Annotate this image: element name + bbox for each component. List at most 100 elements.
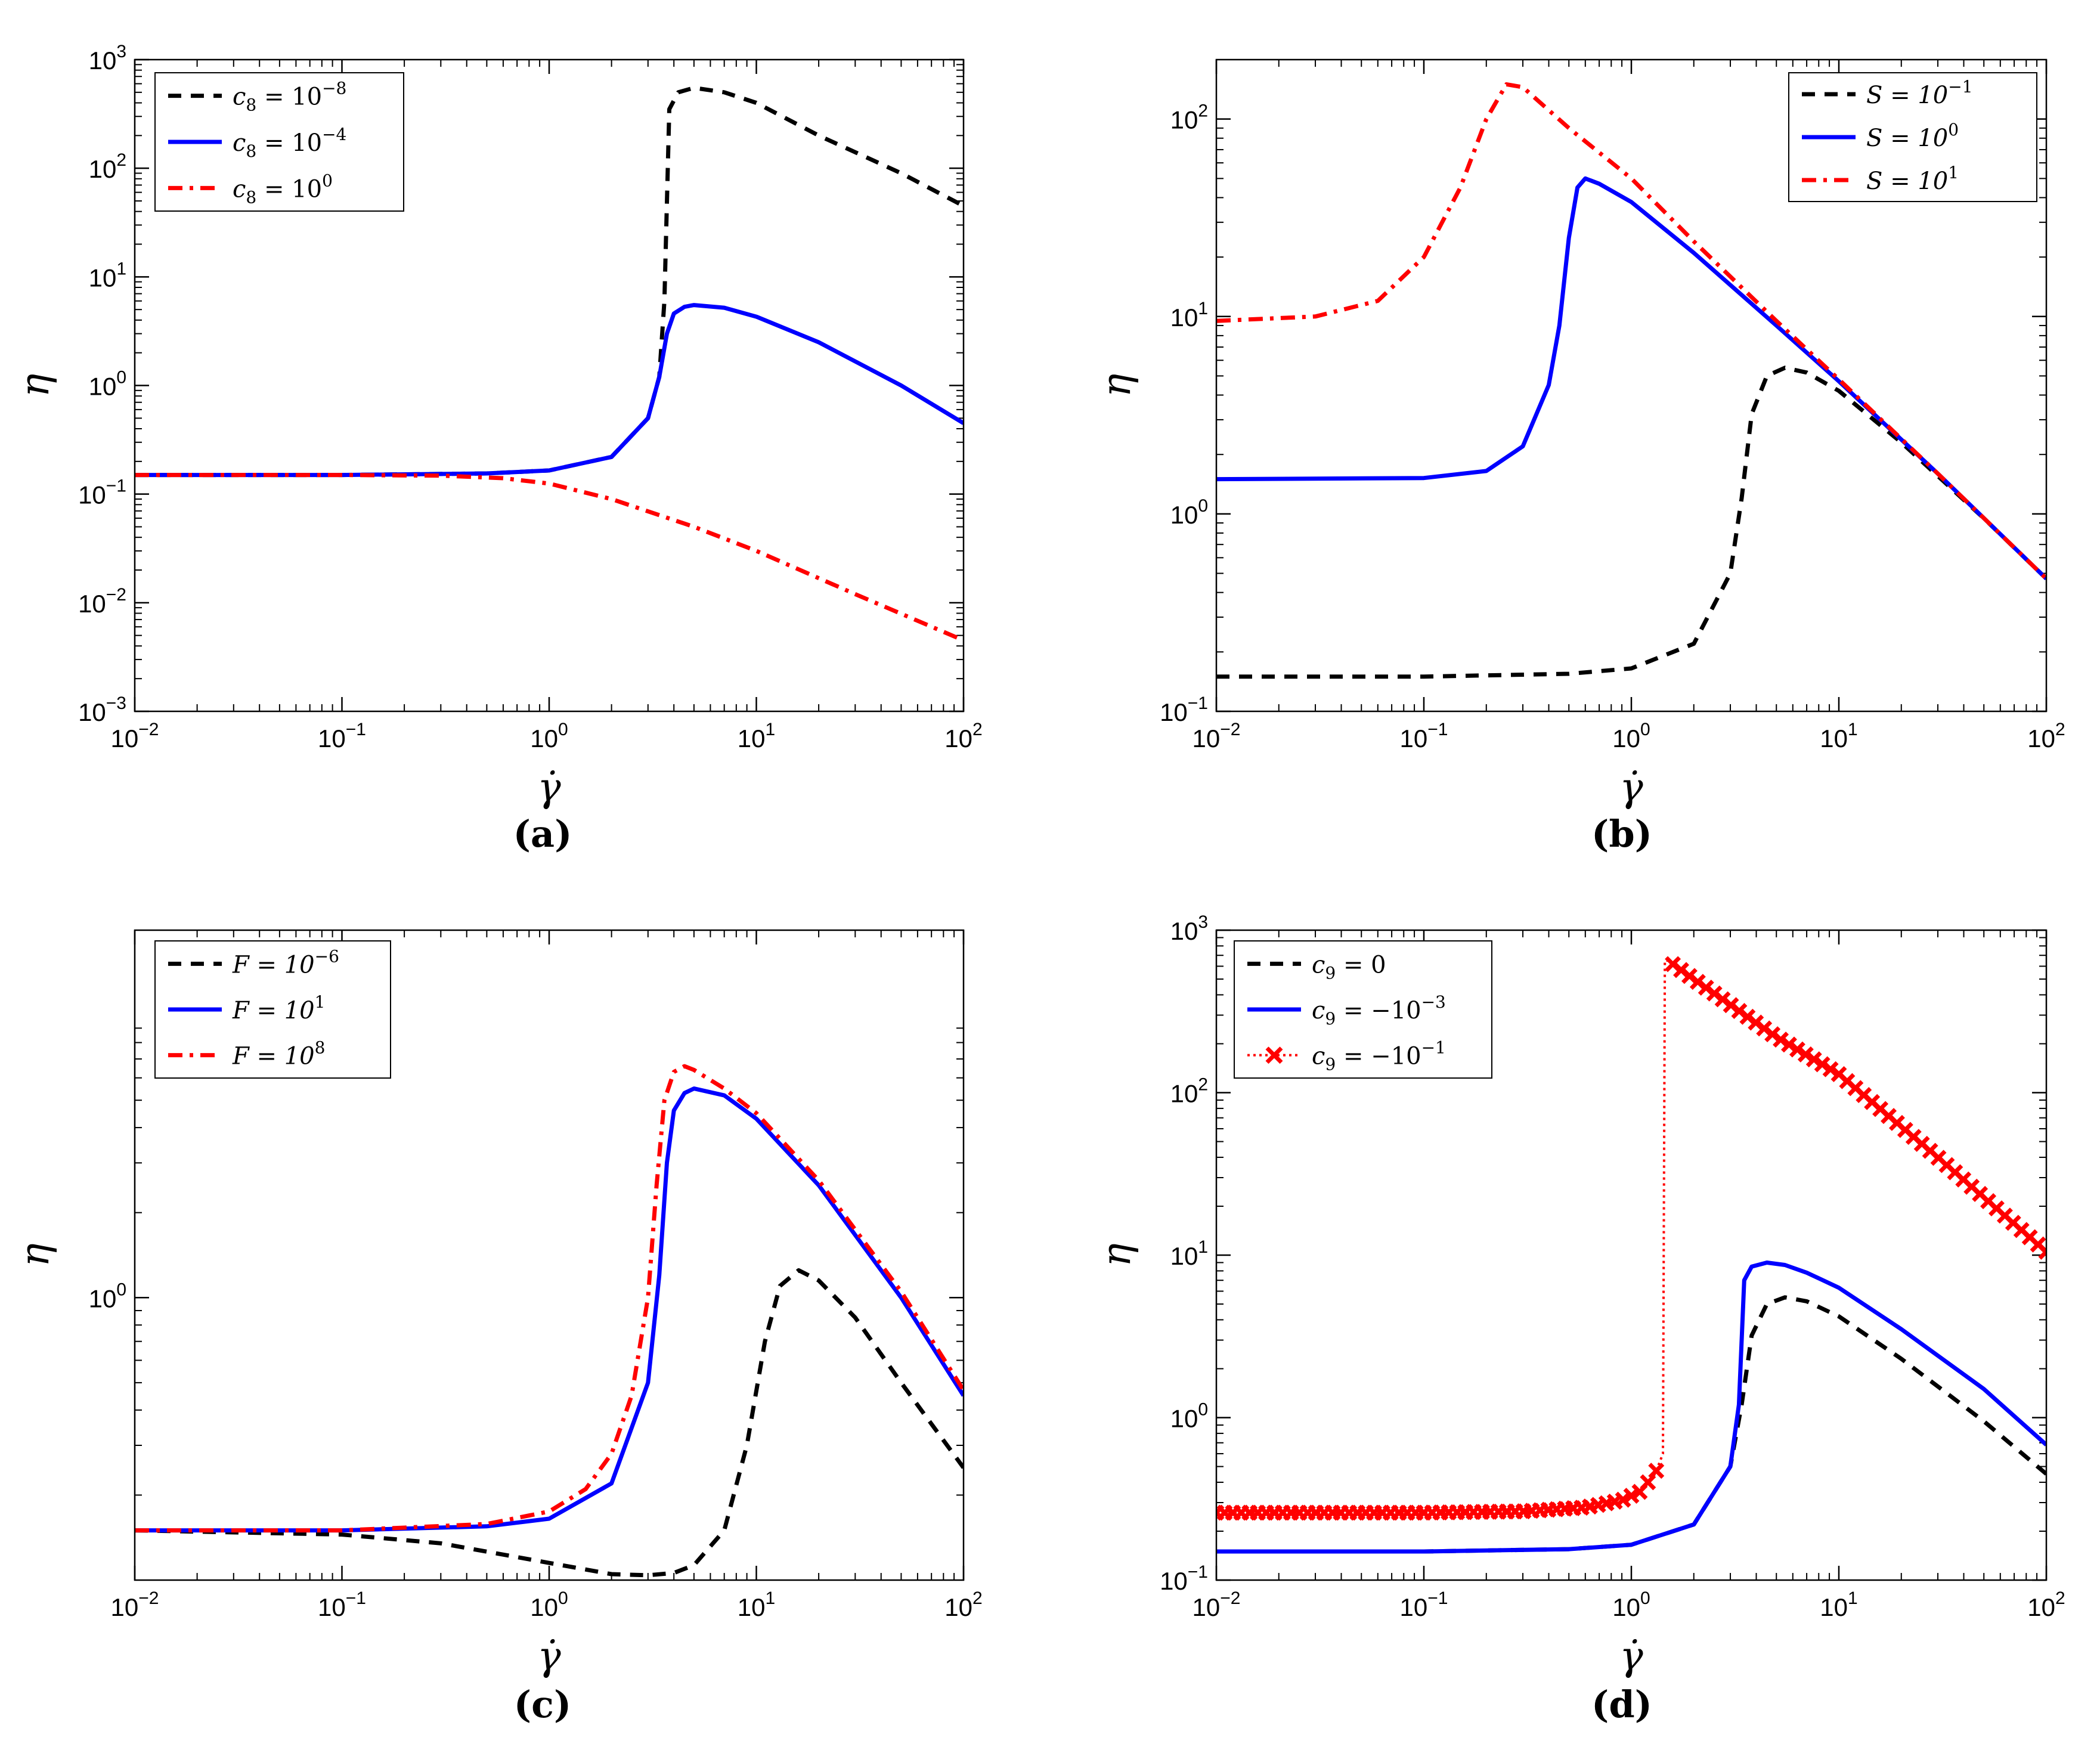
y-tick-label: 100 xyxy=(1170,1400,1208,1433)
tick-exponent: 0 xyxy=(1198,496,1208,516)
tick-base: 10 xyxy=(1160,1567,1188,1595)
tick-base: 10 xyxy=(944,724,972,752)
tick-base: 10 xyxy=(89,264,117,292)
tick-exponent: 0 xyxy=(558,720,568,739)
y-tick-label: 101 xyxy=(1170,1237,1208,1270)
series-line-1 xyxy=(135,1086,964,1533)
legend-equals: F = 10 xyxy=(232,997,315,1024)
x-axis-label: γ̇ xyxy=(1619,764,1643,810)
x-tick-label: 101 xyxy=(1820,1588,1857,1621)
legend-equals: = −10 xyxy=(1336,1043,1421,1070)
legend-subscript: 8 xyxy=(246,95,256,115)
legend-exponent: 1 xyxy=(1948,163,1959,182)
legend-symbol: c xyxy=(233,175,246,203)
y-tick-label: 100 xyxy=(1170,496,1208,529)
minor-ticks xyxy=(135,60,964,711)
series-line-0 xyxy=(1216,366,2046,679)
legend-entry-0: F = 10−6 xyxy=(232,946,339,978)
series-line-1 xyxy=(1216,1261,2046,1554)
legend-entry-1: c8 = 10−4 xyxy=(233,125,346,161)
tick-exponent: −2 xyxy=(1220,720,1240,739)
legend-exponent: −4 xyxy=(322,125,346,144)
legend-marker xyxy=(1265,1046,1283,1064)
y-axis-label: η xyxy=(12,1243,58,1267)
legend-exponent: 1 xyxy=(315,992,326,1012)
data-point-marker xyxy=(1781,1036,1797,1053)
tick-exponent: −1 xyxy=(346,720,366,739)
legend-symbol: c xyxy=(1312,951,1325,978)
x-tick-label: 10−2 xyxy=(111,1588,159,1621)
series-line-1 xyxy=(1216,176,2046,581)
legend-exponent: 0 xyxy=(322,171,333,190)
tick-exponent: 2 xyxy=(972,1588,983,1608)
legend-equals: = 10 xyxy=(256,129,322,157)
tick-base: 10 xyxy=(318,724,346,752)
tick-exponent: 0 xyxy=(1198,1400,1208,1420)
tick-base: 10 xyxy=(318,1593,346,1621)
x-tick-label: 102 xyxy=(944,720,982,752)
data-point-marker xyxy=(1822,1061,1839,1077)
y-tick-label: 100 xyxy=(89,1280,126,1312)
tick-exponent: 2 xyxy=(116,150,126,170)
x-tick-label: 10−2 xyxy=(1193,720,1241,752)
legend-entry-0: c9 = 0 xyxy=(1312,951,1386,983)
tick-base: 10 xyxy=(78,481,106,509)
tick-base: 10 xyxy=(111,1593,139,1621)
data-point-marker xyxy=(1814,1056,1830,1073)
x-tick-label: 101 xyxy=(738,720,775,752)
tick-base: 10 xyxy=(1160,698,1188,726)
x-tick-label: 101 xyxy=(738,1588,775,1621)
data-point-marker xyxy=(2038,1243,2046,1260)
tick-exponent: −2 xyxy=(138,1588,159,1608)
tick-base: 10 xyxy=(89,1284,117,1312)
tick-base: 10 xyxy=(1193,724,1221,752)
tick-base: 10 xyxy=(78,698,106,726)
series-group xyxy=(135,1064,964,1578)
x-tick-label: 101 xyxy=(1820,720,1857,752)
legend-exponent: −1 xyxy=(1421,1038,1446,1058)
legend: c9 = 0c 9 = −10 −3 c9 = −10−1 xyxy=(1234,940,1492,1079)
y-tick-label: 10−2 xyxy=(78,585,126,618)
legend-exponent: 0 xyxy=(1948,120,1959,140)
x-axis-label: γ̇ xyxy=(537,764,561,810)
minor-ticks xyxy=(1216,60,2046,711)
tick-base: 10 xyxy=(944,1593,972,1621)
legend-entry-2: F = 108 xyxy=(232,1038,325,1070)
tick-exponent: 0 xyxy=(116,368,126,388)
legend-subscript: 9 xyxy=(1325,1055,1336,1074)
y-tick-label: 103 xyxy=(1170,912,1208,945)
data-point-marker xyxy=(1648,1463,1665,1479)
tick-base: 10 xyxy=(738,1593,766,1621)
legend-entry-2: c9 = −10−1 xyxy=(1312,1038,1446,1074)
x-tick-label: 100 xyxy=(530,1588,568,1621)
tick-base: 10 xyxy=(1170,917,1198,945)
x-tick-label: 10−1 xyxy=(318,720,366,752)
y-tick-label: 10−3 xyxy=(78,693,126,726)
x-tick-label: 10−2 xyxy=(111,720,159,752)
legend-equals: S = 10 xyxy=(1866,125,1948,152)
x-tick-label: 100 xyxy=(1612,1588,1650,1621)
legend-equals: = 0 xyxy=(1336,951,1386,978)
tick-base: 10 xyxy=(1170,501,1198,529)
tick-base: 10 xyxy=(89,47,117,75)
tick-base: 10 xyxy=(738,724,766,752)
tick-base: 10 xyxy=(89,155,117,183)
tick-exponent: −1 xyxy=(1188,693,1208,713)
tick-base: 10 xyxy=(1170,303,1198,332)
y-tick-label: 101 xyxy=(89,259,126,292)
tick-base: 10 xyxy=(89,373,117,401)
tick-base: 10 xyxy=(530,1593,558,1621)
minor-ticks xyxy=(135,930,964,1580)
legend-entry-2: c8 = 100 xyxy=(233,171,333,207)
legend-entry-0: c8 = 10−8 xyxy=(233,79,346,115)
series-line-2 xyxy=(1216,959,2046,1514)
tick-base: 10 xyxy=(530,724,558,752)
tick-exponent: −1 xyxy=(1188,1562,1208,1582)
legend: F = 10−6 F = 101 F = 108 xyxy=(154,940,391,1079)
legend-exponent: −3 xyxy=(1421,992,1446,1012)
y-axis-label: η xyxy=(1094,374,1139,398)
legend-entry-2: S = 101 xyxy=(1866,163,1959,195)
minor-ticks xyxy=(1216,930,2046,1580)
